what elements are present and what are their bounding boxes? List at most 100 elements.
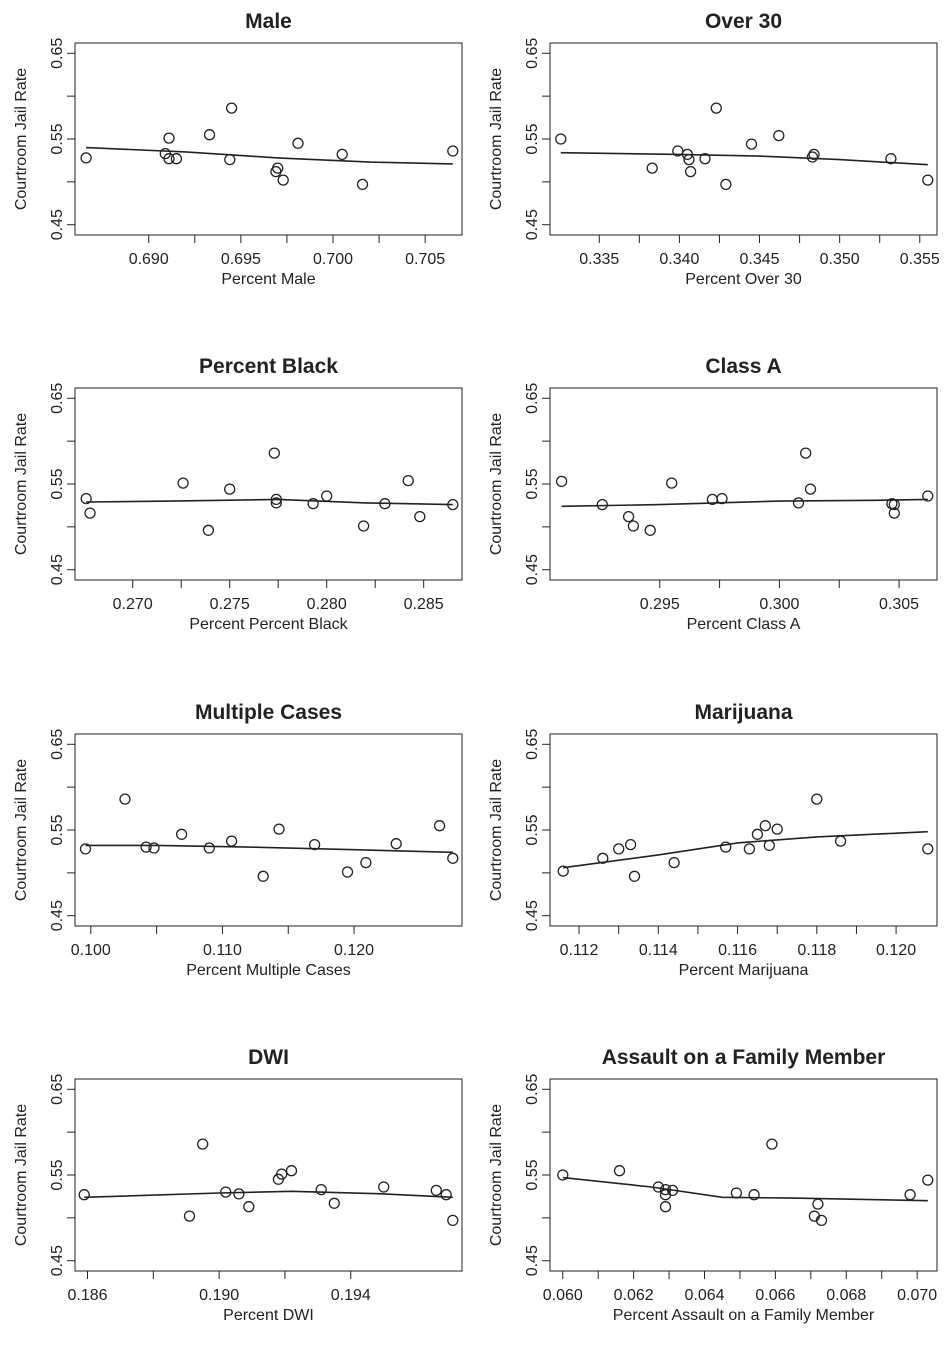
panel-title: Over 30 [705, 10, 782, 33]
data-point [646, 162, 658, 174]
data-point [177, 477, 189, 489]
data-point [202, 524, 215, 536]
data-point [315, 1183, 327, 1196]
data-point [379, 498, 391, 510]
panel-8: Assault on a Family Member 0.45 0.55 0.65 0.… [488, 1046, 938, 1324]
y-tick-label: 0.55 [524, 1159, 541, 1190]
data-point [402, 474, 414, 487]
data-point [307, 498, 319, 510]
data-point [80, 492, 92, 505]
y-tick-label: 0.55 [524, 468, 541, 499]
x-tick-label: 0.118 [797, 942, 836, 959]
x-axis-label: Percent DWI [223, 1307, 314, 1324]
panel-1: Male 0.45 0.55 0.65 0.690 0.695 0.700 0.705 Perc… [13, 10, 463, 288]
data-point [357, 520, 370, 532]
data-point [745, 138, 758, 150]
y-tick-label: 0.45 [524, 209, 541, 240]
x-tick-label: 0.345 [740, 251, 780, 268]
y-tick-label: 0.65 [49, 729, 66, 760]
data-point [759, 820, 771, 832]
data-point [268, 447, 280, 459]
data-point [720, 178, 732, 191]
data-point [659, 1183, 672, 1196]
data-point [922, 490, 934, 502]
data-point [613, 843, 625, 855]
y-tick-label: 0.55 [524, 814, 541, 845]
x-tick-label: 0.194 [331, 1287, 371, 1304]
data-point [668, 856, 680, 869]
data-point [557, 1169, 569, 1181]
data-point [170, 153, 183, 165]
panel-title: Class A [705, 355, 781, 378]
data-point [652, 1181, 665, 1193]
data-point [555, 475, 568, 488]
data-point [224, 153, 236, 166]
y-axis-label: Courtroom Jail Rate [488, 413, 505, 555]
data-point [596, 498, 608, 511]
data-point [659, 1201, 672, 1213]
x-tick-label: 0.275 [210, 596, 250, 613]
panel-title: Male [245, 10, 292, 33]
data-point [716, 492, 728, 505]
data-point [308, 838, 321, 851]
data-point [815, 1214, 828, 1227]
data-point [613, 1165, 626, 1177]
data-point [666, 1184, 679, 1197]
data-point [666, 477, 678, 489]
data-point [922, 174, 934, 186]
data-point [800, 447, 812, 459]
data-point [183, 1210, 196, 1222]
x-tick-label: 0.186 [67, 1287, 107, 1304]
panel-5: Multiple Cases 0.45 0.55 0.65 0.100 0.110 0.12… [13, 701, 463, 979]
data-point [834, 835, 847, 847]
x-tick-label: 0.270 [113, 596, 153, 613]
data-point [622, 510, 635, 523]
data-point [414, 510, 426, 523]
x-tick-label: 0.100 [71, 942, 111, 959]
data-point [555, 133, 567, 145]
smooth-line [562, 1176, 928, 1202]
x-tick-label: 0.355 [900, 251, 940, 268]
data-point [356, 178, 369, 191]
x-axis-label: Percent Male [221, 271, 315, 288]
x-tick-label: 0.190 [199, 1287, 239, 1304]
y-tick-label: 0.45 [49, 554, 66, 585]
y-tick-label: 0.45 [49, 1245, 66, 1276]
data-point [885, 153, 897, 165]
panel-2: Over 30 0.45 0.55 0.65 0.335 0.340 0.345 0.350 0… [488, 10, 940, 288]
data-point [440, 1189, 452, 1201]
x-tick-label: 0.062 [614, 1287, 654, 1304]
data-point [806, 151, 819, 163]
y-tick-label: 0.55 [49, 468, 66, 499]
data-point [243, 1201, 255, 1213]
y-axis-label: Courtroom Jail Rate [13, 413, 30, 555]
data-point [119, 793, 131, 805]
y-axis-label: Courtroom Jail Rate [13, 1104, 30, 1246]
x-axis-label: Percent Percent Black [189, 616, 348, 633]
plot-frame [549, 42, 938, 236]
data-point [628, 870, 641, 882]
data-point [336, 148, 348, 161]
x-tick-label: 0.060 [543, 1287, 583, 1304]
data-point [792, 497, 805, 509]
data-point [748, 1189, 760, 1201]
x-tick-label: 0.300 [759, 596, 799, 613]
data-point [276, 1168, 288, 1180]
data-point [321, 490, 333, 502]
data-point [257, 870, 269, 882]
y-tick-label: 0.55 [524, 123, 541, 154]
y-tick-label: 0.45 [49, 900, 66, 931]
x-tick-label: 0.705 [405, 251, 445, 268]
smooth-line [563, 830, 928, 869]
data-point [743, 843, 756, 855]
data-point [811, 793, 823, 805]
data-point [681, 148, 694, 161]
data-point [710, 102, 722, 114]
data-point [904, 1189, 916, 1201]
x-tick-label: 0.285 [404, 596, 444, 613]
x-tick-label: 0.068 [826, 1287, 866, 1304]
x-tick-label: 0.305 [879, 596, 919, 613]
data-point [812, 1198, 824, 1210]
data-point [627, 520, 640, 532]
data-point [888, 498, 900, 511]
